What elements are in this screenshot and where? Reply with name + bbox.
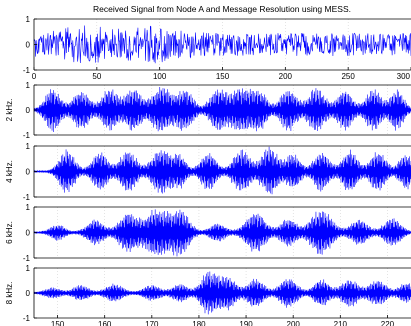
y-axis-label: 6 kHz. — [5, 221, 14, 244]
panel-band-8khz: -1 0 1 150 160 170 180 190 200 210 220 8 kHz. — [5, 264, 411, 326]
signal-trace — [33, 87, 411, 132]
x-tick-label: 150 — [51, 320, 65, 326]
x-tick-label: 50 — [92, 72, 101, 81]
x-tick-label: 220 — [381, 320, 395, 326]
x-tick-label: 180 — [192, 320, 206, 326]
y-axis-label: 4 kHz. — [5, 160, 14, 183]
y-tick-label: -1 — [23, 254, 31, 263]
signal-trace — [33, 25, 411, 64]
y-axis-label: 8 kHz. — [5, 282, 14, 305]
y-tick-label: -1 — [23, 131, 31, 140]
y-tick-label: 1 — [26, 264, 31, 273]
y-tick-label: -1 — [23, 193, 31, 202]
x-tick-label: 160 — [98, 320, 112, 326]
panel-band-4khz: -1 0 1 4 kHz. — [5, 142, 411, 202]
y-tick-label: 1 — [26, 203, 31, 212]
y-tick-label: -1 — [23, 314, 31, 323]
signal-trace — [33, 209, 411, 257]
panel-band-2khz: -1 0 1 2 kHz. — [5, 81, 411, 140]
x-tick-label: 300 — [397, 72, 411, 81]
x-tick-label: 250 — [341, 72, 355, 81]
x-tick-label: 190 — [239, 320, 253, 326]
y-tick-label: 0 — [26, 106, 31, 115]
y-tick-label: 0 — [26, 41, 31, 50]
y-tick-label: 0 — [26, 229, 31, 238]
y-tick-label: 0 — [26, 289, 31, 298]
figure-title: Received Signal from Node A and Message … — [93, 4, 351, 14]
x-tick-label: 210 — [334, 320, 348, 326]
x-tick-label: 170 — [145, 320, 159, 326]
y-tick-label: -1 — [23, 66, 31, 75]
signal-trace — [33, 146, 411, 195]
x-tick-label: 0 — [32, 72, 37, 81]
x-tick-label: 200 — [287, 320, 301, 326]
x-tick-label: 100 — [153, 72, 167, 81]
y-axis-label: 2 kHz. — [5, 99, 14, 122]
x-tick-label: 200 — [279, 72, 293, 81]
y-tick-label: 1 — [26, 15, 31, 24]
panel-band-6khz: -1 0 1 6 kHz. — [5, 203, 411, 263]
y-tick-label: 1 — [26, 81, 31, 90]
signal-trace — [33, 271, 411, 315]
x-tick-label: 150 — [216, 72, 230, 81]
y-tick-label: 1 — [26, 142, 31, 151]
y-tick-label: 0 — [26, 168, 31, 177]
